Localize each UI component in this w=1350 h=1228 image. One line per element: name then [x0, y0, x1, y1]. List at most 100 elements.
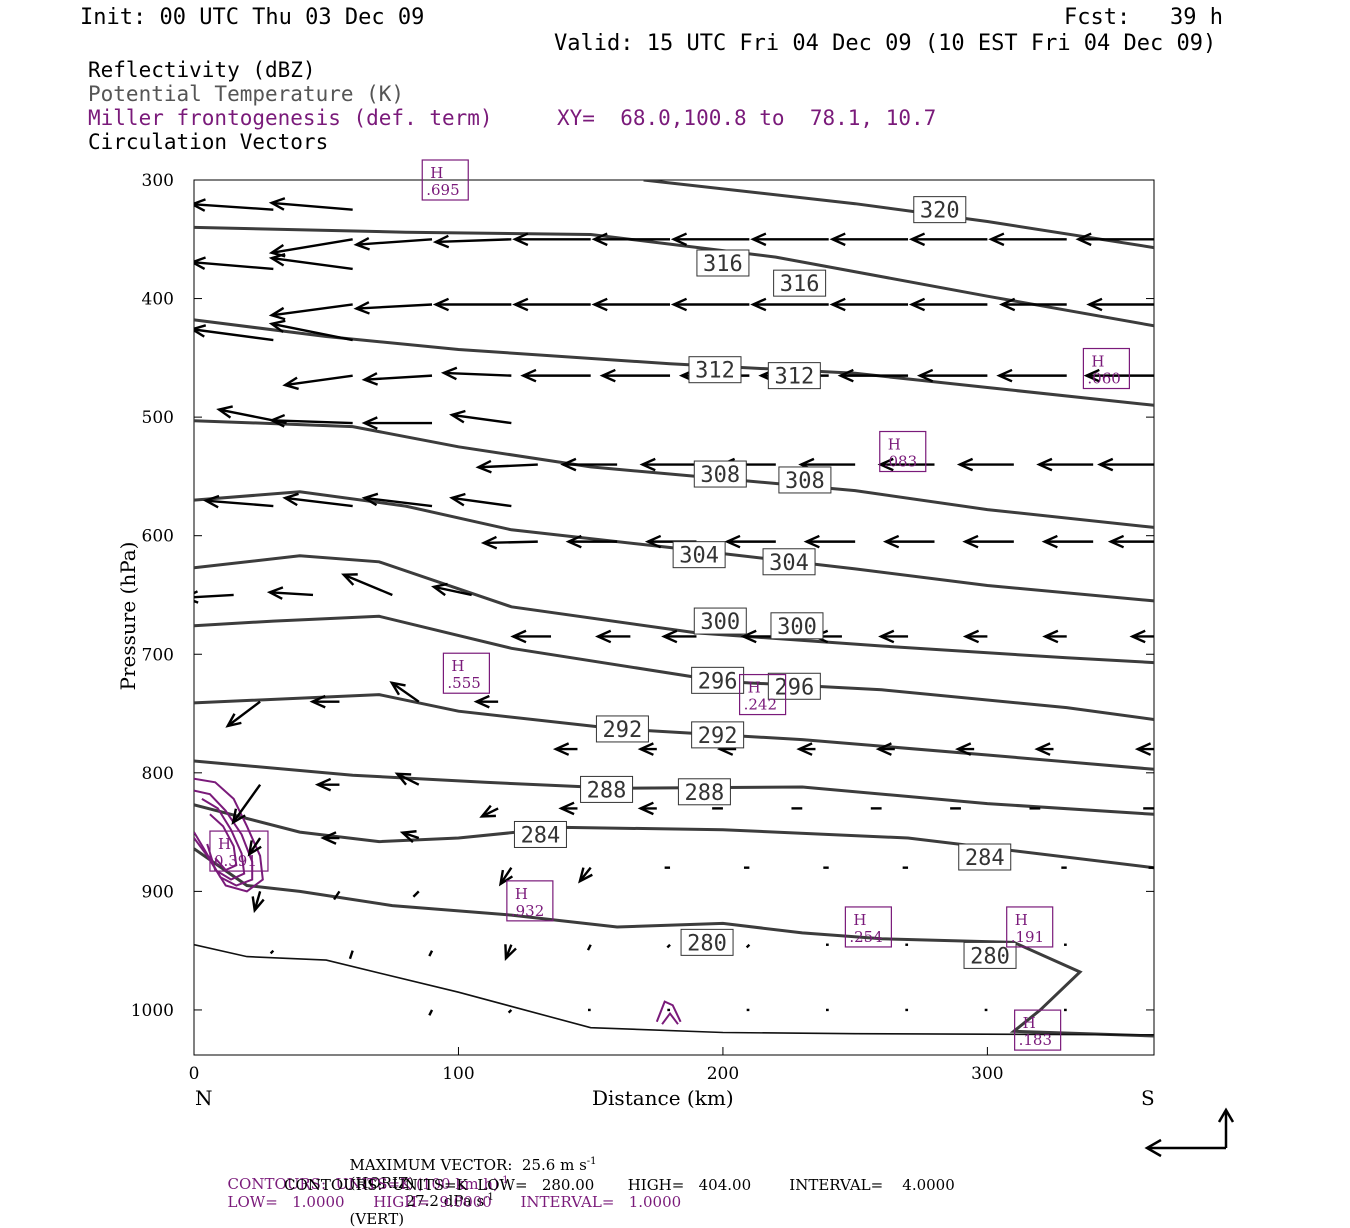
svg-text:300: 300 — [700, 610, 740, 635]
circulation-vector — [599, 368, 671, 383]
circulation-vector — [266, 586, 314, 600]
svg-text:H: H — [748, 679, 761, 697]
circulation-vector — [361, 372, 433, 386]
circulation-vector — [431, 582, 472, 597]
frontogenesis-maximum: H.060 — [1082, 347, 1130, 390]
circulation-vector — [512, 297, 591, 312]
y-tick-label: 300 — [142, 171, 174, 191]
theta-contour-info: CONTOURS: UNITS=K LOW= 280.00 HIGH= 404.… — [284, 1176, 955, 1194]
max-vector-vert-label: (VERT) — [349, 1210, 405, 1228]
circulation-vector — [1097, 457, 1154, 472]
circulation-vector — [440, 366, 512, 381]
y-tick-label: 600 — [142, 527, 174, 547]
frontogenesis-maximum: H.191 — [1006, 906, 1054, 948]
circulation-vector — [1107, 534, 1154, 549]
svg-text:312: 312 — [774, 365, 814, 390]
circulation-vectors — [194, 197, 1154, 1016]
circulation-vector — [194, 590, 234, 604]
circulation-vector — [449, 409, 512, 425]
frontogenesis-maximum: H.555 — [442, 652, 490, 694]
circulation-vector — [875, 742, 895, 756]
theta-contour-296 — [194, 614, 1154, 721]
theta-contour-304 — [194, 490, 1154, 603]
x-tick-label: 100 — [442, 1064, 474, 1084]
circulation-vector — [956, 457, 1014, 472]
circulation-vector — [341, 573, 393, 597]
circulation-vector — [558, 801, 578, 816]
circulation-vector — [412, 890, 420, 898]
circulation-vector — [745, 943, 751, 949]
circulation-vector — [1083, 368, 1154, 383]
circulation-vector — [475, 459, 538, 474]
theta-label-280: 280 — [680, 928, 734, 956]
svg-text:288: 288 — [685, 781, 725, 806]
cross-section-endpoints: XY= 68.0,100.8 to 78.1, 10.7 — [557, 106, 937, 130]
circulation-vector — [670, 232, 750, 247]
frontogenesis-contour — [655, 1000, 682, 1023]
circulation-vector — [639, 457, 697, 472]
circulation-vector — [268, 413, 353, 428]
circulation-vector — [578, 866, 593, 884]
axes: 300 400 500 600 700 800 900 1000 0 100 200 300 — [131, 171, 1154, 1084]
theta-contour-300 — [194, 554, 1154, 665]
circulation-vector — [637, 801, 657, 816]
circulation-vector — [552, 742, 578, 756]
svg-text:280: 280 — [687, 931, 727, 956]
theta-label-300: 300 — [693, 607, 747, 635]
svg-text:300: 300 — [777, 615, 817, 640]
circulation-vector — [510, 629, 552, 644]
theta-label-300: 300 — [770, 612, 824, 640]
circulation-vector — [473, 694, 499, 709]
circulation-vector — [1036, 457, 1094, 472]
circulation-vector — [432, 297, 512, 312]
circulation-vector — [829, 232, 909, 247]
circulation-vector — [361, 492, 433, 508]
svg-text:.183: .183 — [1019, 1031, 1052, 1049]
svg-text:H: H — [1023, 1014, 1036, 1032]
theta-contour-312 — [194, 318, 1154, 407]
max-vector-horiz-exp: -1 — [586, 1156, 597, 1167]
circulation-vector — [996, 368, 1067, 383]
circulation-vector — [202, 494, 274, 509]
theta-label-284: 284 — [958, 843, 1012, 871]
reference-vector-arrows — [1144, 1107, 1235, 1158]
circulation-vector — [962, 629, 988, 644]
svg-text:292: 292 — [698, 724, 738, 749]
svg-text:0.391: 0.391 — [214, 852, 257, 870]
circulation-vector — [309, 694, 340, 709]
circulation-vector — [225, 700, 261, 728]
circulation-vector — [269, 949, 275, 955]
svg-text:H: H — [888, 436, 901, 454]
circulation-vector — [637, 742, 657, 756]
svg-text:308: 308 — [700, 463, 740, 488]
theta-label-288: 288 — [580, 775, 634, 803]
theta-contour-316 — [194, 225, 1154, 328]
circulation-vector — [1034, 742, 1054, 756]
theta-label-284: 284 — [513, 820, 567, 848]
circulation-vector — [507, 1009, 513, 1014]
theta-label-296: 296 — [767, 672, 821, 700]
circulation-vector — [428, 1009, 434, 1016]
y-tick-label: 400 — [142, 290, 174, 310]
frontogenesis-maximum: H.083 — [879, 430, 927, 473]
svg-text:.555: .555 — [447, 674, 480, 692]
circulation-vector — [1086, 297, 1154, 312]
svg-text:.254: .254 — [849, 928, 882, 946]
circulation-vector — [962, 534, 1014, 549]
circulation-vector — [829, 297, 909, 312]
svg-text:312: 312 — [695, 359, 735, 384]
theta-label-312: 312 — [767, 362, 821, 390]
svg-text:H: H — [218, 835, 231, 853]
circulation-vector — [750, 232, 829, 247]
svg-text:304: 304 — [769, 551, 809, 576]
circulation-vector — [591, 297, 671, 312]
circulation-vector — [908, 232, 988, 247]
y-axis-title: Pressure (hPa) — [116, 541, 140, 691]
circulation-vector — [333, 890, 341, 901]
frontogenesis-maximum: H.695 — [421, 159, 469, 201]
legend-potential-temperature: Potential Temperature (K) — [88, 82, 405, 106]
theta-label-308: 308 — [693, 460, 747, 488]
circulation-vector — [591, 232, 671, 247]
svg-text:H: H — [853, 911, 866, 929]
